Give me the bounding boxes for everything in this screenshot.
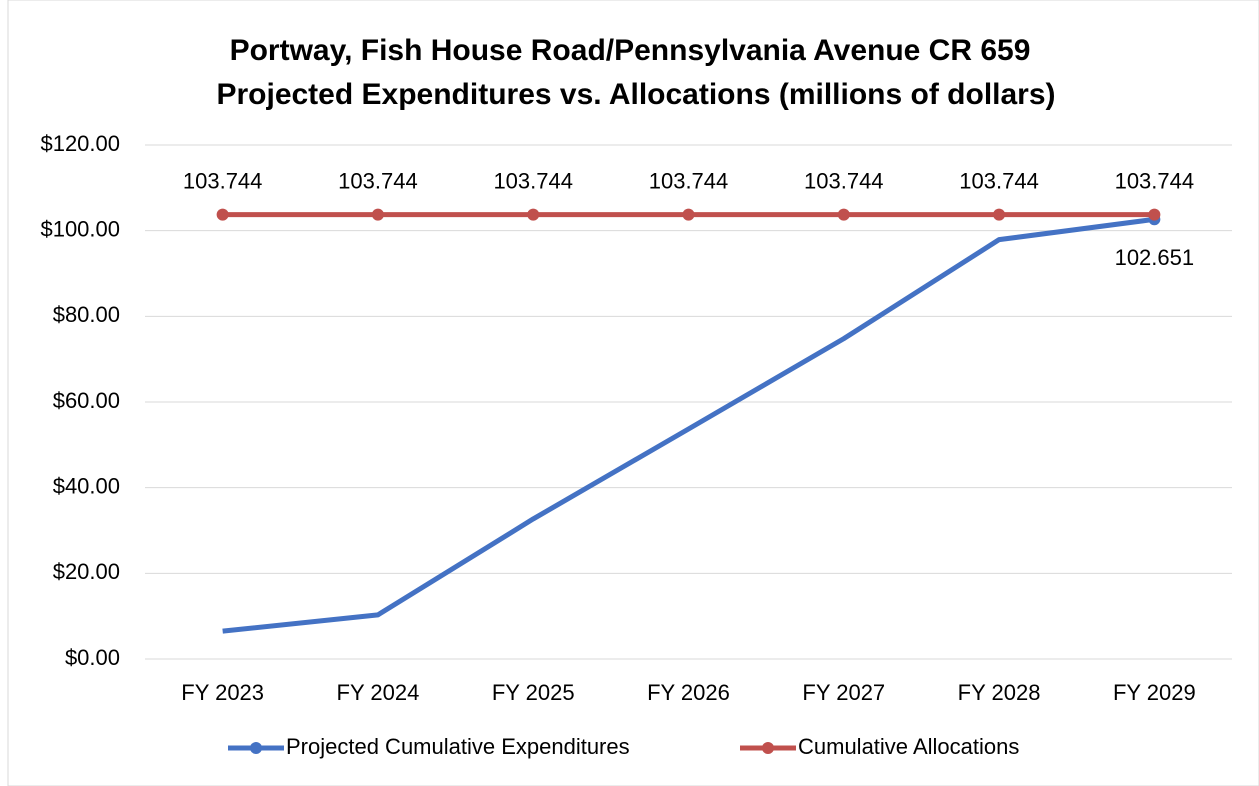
y-tick-label: $80.00	[53, 302, 120, 327]
data-label: 103.744	[338, 168, 418, 193]
x-tick-label: FY 2027	[802, 680, 885, 705]
chart-frame	[7, 0, 1259, 786]
data-label: 103.744	[493, 168, 573, 193]
data-label: 103.744	[183, 168, 263, 193]
data-label: 103.744	[649, 168, 729, 193]
legend-label: Projected Cumulative Expenditures	[286, 734, 630, 759]
data-label: 103.744	[804, 168, 884, 193]
legend-marker	[250, 742, 262, 754]
y-tick-label: $120.00	[40, 131, 120, 156]
legend-label: Cumulative Allocations	[798, 734, 1019, 759]
y-tick-label: $0.00	[65, 645, 120, 670]
y-tick-label: $40.00	[53, 473, 120, 498]
x-tick-label: FY 2026	[647, 680, 730, 705]
chart-subtitle: Projected Expenditures vs. Allocations (…	[216, 78, 1055, 111]
y-tick-label: $20.00	[53, 559, 120, 584]
data-point	[371, 208, 384, 221]
data-point	[216, 208, 229, 221]
x-tick-label: FY 2023	[181, 680, 264, 705]
data-point	[527, 208, 540, 221]
x-tick-label: FY 2024	[337, 680, 420, 705]
x-tick-label: FY 2028	[958, 680, 1041, 705]
x-tick-label: FY 2029	[1113, 680, 1196, 705]
data-label: 102.651	[1115, 245, 1195, 270]
series-line	[222, 216, 1155, 634]
legend-marker	[762, 742, 774, 754]
x-tick-label: FY 2025	[492, 680, 575, 705]
data-point	[1148, 208, 1161, 221]
data-point	[682, 208, 695, 221]
y-tick-label: $100.00	[40, 216, 120, 241]
data-point	[993, 208, 1006, 221]
data-label: 103.744	[1115, 168, 1195, 193]
y-tick-label: $60.00	[53, 388, 120, 413]
chart-title: Portway, Fish House Road/Pennsylvania Av…	[230, 34, 1031, 67]
data-point	[837, 208, 850, 221]
data-label: 103.744	[959, 168, 1039, 193]
